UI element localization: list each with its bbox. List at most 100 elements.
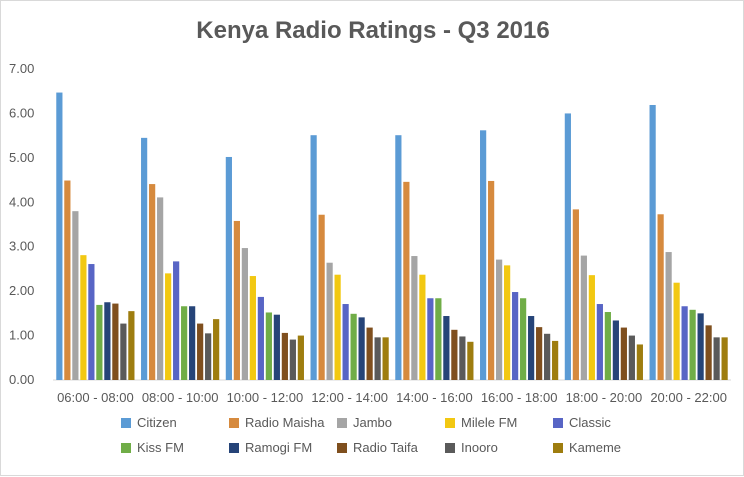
legend-swatch	[337, 417, 347, 428]
x-category-label: 18:00 - 20:00	[566, 390, 643, 405]
bar-radio-maisha	[488, 180, 495, 380]
bar-milele-fm	[165, 273, 172, 380]
y-tick-label: 1.00	[9, 328, 34, 343]
bar-radio-taifa	[705, 325, 712, 380]
legend-item: Kiss FM	[121, 440, 229, 455]
chart-title: Kenya Radio Ratings - Q3 2016	[196, 17, 550, 44]
x-category-label: 20:00 - 22:00	[650, 390, 727, 405]
bar-radio-taifa	[112, 303, 119, 380]
bar-kiss-fm	[96, 304, 103, 380]
legend-label: Classic	[569, 415, 611, 430]
bar-classic	[257, 296, 264, 380]
bar-jambo	[496, 259, 503, 380]
bar-radio-taifa	[281, 332, 288, 380]
bar-kiss-fm	[350, 313, 357, 380]
bar-radio-taifa	[197, 323, 204, 380]
bar-milele-fm	[588, 275, 595, 380]
legend-item: Radio Taifa	[337, 440, 445, 455]
bar-kameme	[552, 340, 559, 380]
bar-milele-fm	[504, 265, 511, 380]
bar-inooro	[459, 336, 466, 380]
legend-label: Radio Maisha	[245, 415, 325, 430]
bar-inooro	[374, 337, 381, 380]
x-category-label: 16:00 - 18:00	[481, 390, 558, 405]
bar-kameme	[636, 344, 643, 380]
bar-kiss-fm	[689, 309, 696, 380]
legend-swatch	[229, 442, 239, 453]
legend-label: Jambo	[353, 415, 393, 430]
bar-jambo	[157, 197, 164, 380]
legend-label: Kameme	[569, 440, 622, 455]
bar-citizen	[564, 113, 571, 381]
legend-swatch	[337, 442, 347, 453]
bar-jambo	[72, 211, 79, 380]
bar-ramogi-fm	[358, 317, 365, 380]
bar-classic	[427, 298, 434, 380]
legend-item: Jambo	[337, 415, 445, 430]
bar-milele-fm	[249, 276, 256, 380]
bar-ramogi-fm	[104, 302, 111, 380]
bar-radio-taifa	[620, 327, 627, 380]
bar-kiss-fm	[604, 312, 611, 380]
legend-label: Citizen	[137, 415, 177, 430]
bar-kameme	[297, 335, 304, 380]
y-tick-label: 3.00	[9, 239, 34, 254]
bar-classic	[342, 304, 349, 380]
y-tick-label: 0.00	[9, 372, 34, 387]
bar-kiss-fm	[520, 298, 527, 380]
y-tick-label: 4.00	[9, 194, 34, 209]
bar-citizen	[649, 104, 656, 381]
legend-label: Inooro	[461, 440, 498, 455]
legend-item: Inooro	[445, 440, 553, 455]
bar-ramogi-fm	[273, 314, 280, 380]
legend-swatch	[553, 442, 563, 453]
bar-citizen	[395, 135, 402, 380]
bar-kiss-fm	[265, 312, 272, 380]
bar-jambo	[411, 256, 418, 380]
bar-kiss-fm	[181, 306, 188, 380]
legend-swatch	[121, 442, 131, 453]
bar-radio-maisha	[149, 184, 156, 380]
bar-citizen	[310, 135, 317, 380]
bar-inooro	[544, 333, 551, 380]
legend-item: Citizen	[121, 415, 229, 430]
y-tick-label: 6.00	[9, 105, 34, 120]
bar-jambo	[326, 262, 333, 380]
y-tick-label: 7.00	[9, 61, 34, 76]
bar-kameme	[213, 319, 220, 380]
legend-swatch	[121, 417, 131, 428]
bar-inooro	[205, 333, 212, 380]
bar-jambo	[241, 248, 248, 380]
legend-label: Milele FM	[461, 415, 518, 430]
bar-milele-fm	[334, 274, 341, 380]
bar-citizen	[225, 156, 232, 380]
bar-inooro	[628, 335, 635, 380]
bar-radio-maisha	[572, 209, 579, 380]
bar-kameme	[382, 337, 389, 380]
bar-ramogi-fm	[443, 316, 450, 380]
bar-ramogi-fm	[697, 313, 704, 380]
bar-jambo	[665, 252, 672, 380]
bar-radio-taifa	[366, 327, 373, 380]
bar-ramogi-fm	[189, 306, 196, 380]
x-category-label: 12:00 - 14:00	[311, 390, 388, 405]
y-tick-label: 2.00	[9, 283, 34, 298]
bar-inooro	[713, 337, 720, 380]
bar-kameme	[721, 337, 728, 380]
bar-kiss-fm	[435, 298, 442, 380]
bar-ramogi-fm	[528, 316, 535, 380]
bar-citizen	[56, 92, 63, 381]
x-category-label: 06:00 - 08:00	[57, 390, 134, 405]
bar-classic	[596, 304, 603, 380]
bar-radio-maisha	[233, 220, 240, 380]
legend-label: Kiss FM	[137, 440, 184, 455]
bar-radio-maisha	[318, 214, 325, 380]
legend-label: Ramogi FM	[245, 440, 313, 455]
bar-classic	[512, 292, 519, 380]
bar-milele-fm	[673, 282, 680, 380]
x-category-label: 10:00 - 12:00	[227, 390, 304, 405]
bar-inooro	[289, 339, 296, 380]
bar-citizen	[141, 137, 148, 380]
